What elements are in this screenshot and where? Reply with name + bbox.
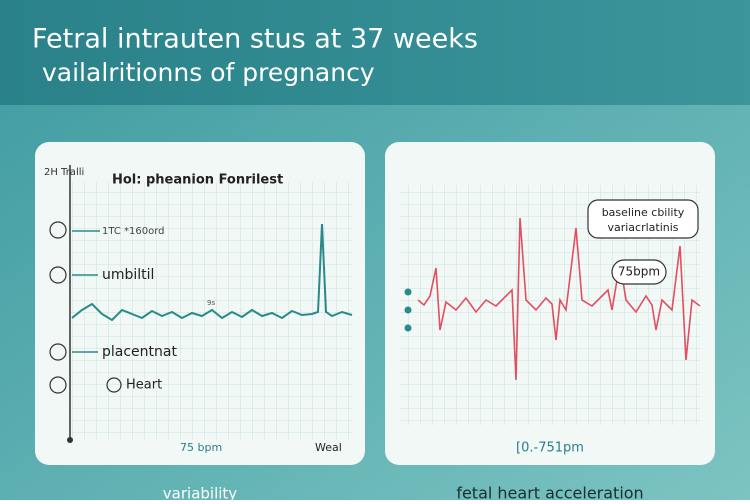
- rate-bubble-text: 75bpm: [618, 265, 660, 279]
- header-band: [0, 0, 750, 105]
- right-waveform: [417, 217, 701, 381]
- callout-line: baseline cbility: [602, 206, 685, 219]
- footer-right: Weal: [315, 441, 342, 454]
- title: Fetral intrauten stus at 37 weeks: [32, 24, 478, 55]
- callout-box: [587, 199, 699, 239]
- rate: 75 bpm: [180, 441, 222, 454]
- label: 1TC *160ord: [102, 226, 165, 237]
- axis-dot: [67, 437, 73, 443]
- callout-line: variacrlatinis: [607, 221, 678, 234]
- right-icons: [404, 288, 412, 332]
- left-waveform: [71, 223, 353, 322]
- left-icons: [49, 221, 122, 394]
- panel-heading: Hol: pheanion Fonrilest: [112, 173, 283, 188]
- caption: variability: [163, 485, 238, 501]
- rate-bubble: [611, 259, 667, 285]
- label: Heart: [126, 378, 162, 393]
- small-note: 9s: [207, 299, 215, 307]
- label: umbiltil: [102, 267, 154, 283]
- caption: fetal heart acceleration: [456, 484, 643, 501]
- corner-label: 2H Tralli: [44, 167, 84, 178]
- subtitle: vailalritionns of pregnancy: [42, 58, 375, 87]
- range: [0.-751pm: [516, 441, 584, 456]
- label: placentnat: [102, 344, 177, 360]
